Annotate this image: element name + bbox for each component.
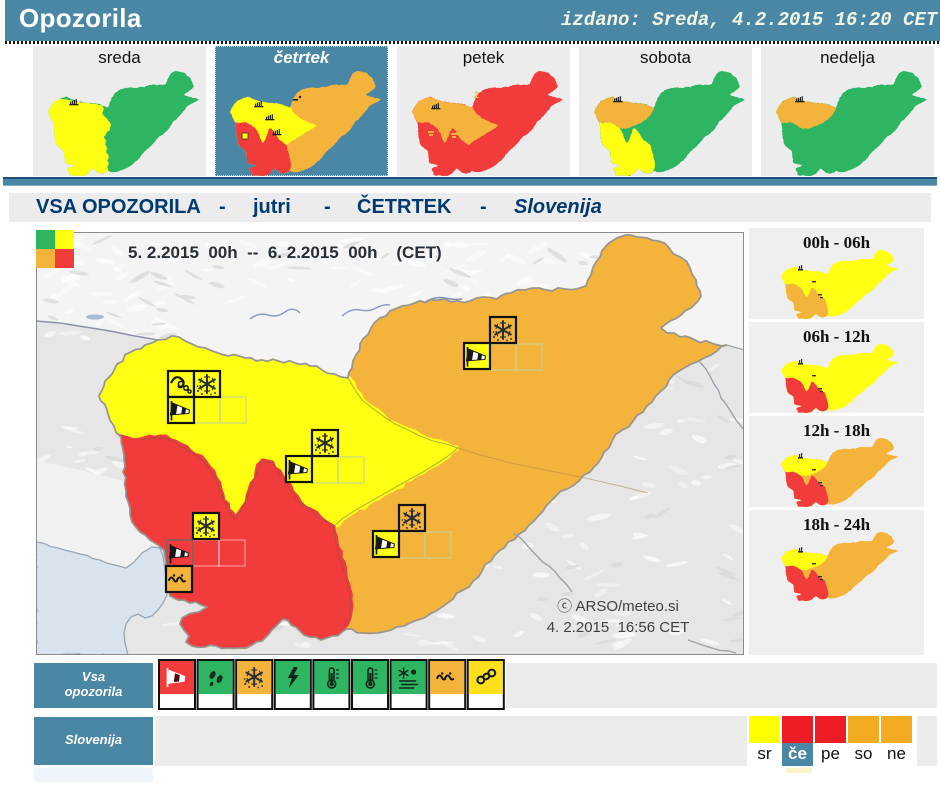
svg-text:2: 2: [474, 90, 479, 100]
